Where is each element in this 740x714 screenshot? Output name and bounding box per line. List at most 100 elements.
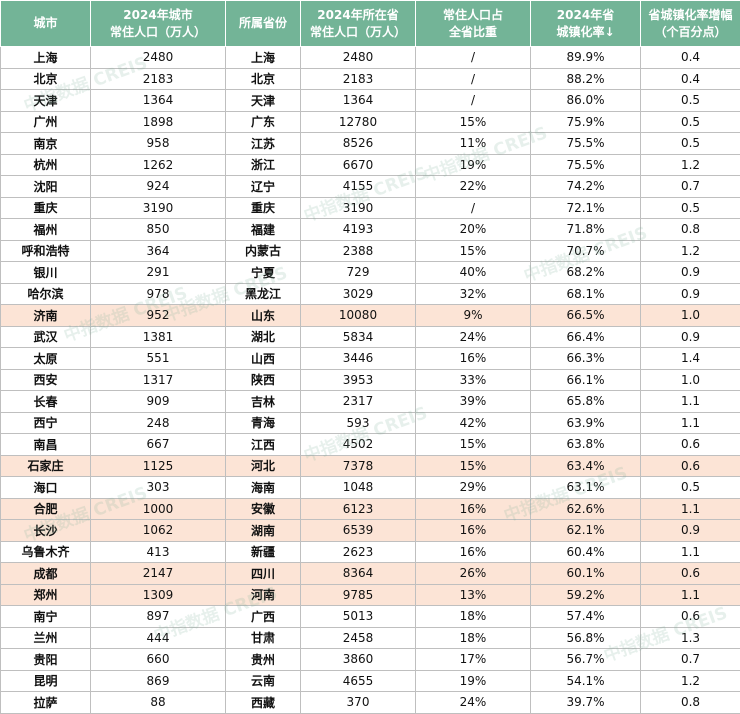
table-cell: 88.2% (531, 68, 641, 90)
table-cell: 1000 (91, 498, 226, 520)
table-cell: 辽宁 (226, 176, 301, 198)
table-cell: 天津 (226, 90, 301, 112)
table-cell: 62.6% (531, 498, 641, 520)
header-line: 常住人口占 (416, 7, 530, 24)
table-cell: 978 (91, 283, 226, 305)
table-cell: 667 (91, 434, 226, 456)
table-cell: 兰州 (1, 627, 91, 649)
table-cell: 18% (416, 606, 531, 628)
table-cell: 天津 (1, 90, 91, 112)
table-cell: 75.5% (531, 154, 641, 176)
table-cell: 8526 (301, 133, 416, 155)
table-cell: 63.4% (531, 455, 641, 477)
table-cell: 952 (91, 305, 226, 327)
table-cell: 成都 (1, 563, 91, 585)
table-cell: 1.2 (641, 670, 740, 692)
table-cell: 南京 (1, 133, 91, 155)
table-cell: 1.1 (641, 412, 740, 434)
table-cell: 1.1 (641, 584, 740, 606)
header-cell: 2024年省城镇化率↓ (531, 1, 641, 47)
table-cell: 太原 (1, 348, 91, 370)
table-cell: 413 (91, 541, 226, 563)
table-cell: 湖南 (226, 520, 301, 542)
table-cell: 贵州 (226, 649, 301, 671)
table-cell: 60.4% (531, 541, 641, 563)
table-cell: 0.6 (641, 455, 740, 477)
table-cell: 924 (91, 176, 226, 198)
table-cell: 5013 (301, 606, 416, 628)
table-cell: 1.1 (641, 541, 740, 563)
table-cell: 9785 (301, 584, 416, 606)
table-cell: 湖北 (226, 326, 301, 348)
table-cell: 40% (416, 262, 531, 284)
table-cell: 哈尔滨 (1, 283, 91, 305)
table-cell: 福建 (226, 219, 301, 241)
table-cell: 吉林 (226, 391, 301, 413)
table-cell: 0.6 (641, 606, 740, 628)
table-cell: 广州 (1, 111, 91, 133)
header-cell: 所属省份 (226, 1, 301, 47)
table-cell: 60.1% (531, 563, 641, 585)
table-cell: 0.5 (641, 477, 740, 499)
header-line: 2024年所在省 (301, 7, 415, 24)
table-cell: 16% (416, 541, 531, 563)
table-cell: 26% (416, 563, 531, 585)
table-cell: 1.3 (641, 627, 740, 649)
table-cell: 长沙 (1, 520, 91, 542)
header-line: 城镇化率↓ (531, 24, 640, 41)
table-cell: 1317 (91, 369, 226, 391)
table-cell: 2183 (91, 68, 226, 90)
table-cell: 浙江 (226, 154, 301, 176)
table-cell: 5834 (301, 326, 416, 348)
header-line: 全省比重 (416, 24, 530, 41)
table-cell: 广东 (226, 111, 301, 133)
table-cell: 0.5 (641, 111, 740, 133)
table-cell: 乌鲁木齐 (1, 541, 91, 563)
table-cell: 29% (416, 477, 531, 499)
table-cell: 2623 (301, 541, 416, 563)
table-cell: 39.7% (531, 692, 641, 714)
table-cell: 1898 (91, 111, 226, 133)
table-cell: 444 (91, 627, 226, 649)
table-cell: 16% (416, 498, 531, 520)
table-cell: 石家庄 (1, 455, 91, 477)
table-cell: 青海 (226, 412, 301, 434)
table-cell: 71.8% (531, 219, 641, 241)
table-cell: 869 (91, 670, 226, 692)
table-cell: 江苏 (226, 133, 301, 155)
table-cell: 3029 (301, 283, 416, 305)
table-cell: 17% (416, 649, 531, 671)
table-cell: 4193 (301, 219, 416, 241)
table-cell: 0.7 (641, 649, 740, 671)
table-cell: 63.8% (531, 434, 641, 456)
table-cell: 248 (91, 412, 226, 434)
table-cell: 北京 (226, 68, 301, 90)
table-cell: 2147 (91, 563, 226, 585)
table-cell: 银川 (1, 262, 91, 284)
header-cell: 2024年所在省常住人口（万人） (301, 1, 416, 47)
table-cell: 74.2% (531, 176, 641, 198)
table-cell: 重庆 (226, 197, 301, 219)
table-cell: 75.9% (531, 111, 641, 133)
table-cell: 18% (416, 627, 531, 649)
table-cell: 8364 (301, 563, 416, 585)
table-cell: 15% (416, 455, 531, 477)
table-cell: 西安 (1, 369, 91, 391)
table-cell: 10080 (301, 305, 416, 327)
table-cell: 内蒙古 (226, 240, 301, 262)
table-cell: 32% (416, 283, 531, 305)
table-cell: 0.8 (641, 219, 740, 241)
table-cell: 4155 (301, 176, 416, 198)
table-cell: 88 (91, 692, 226, 714)
